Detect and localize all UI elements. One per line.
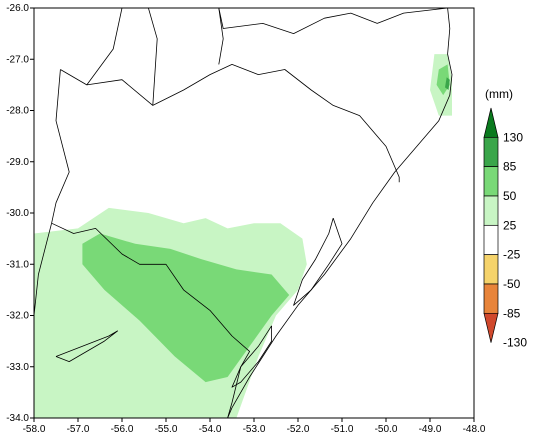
y-tick-label: -32.0 — [6, 311, 29, 322]
x-tick-label: -56.0 — [111, 424, 134, 435]
map-borders — [34, 8, 453, 418]
x-axis: -58.0 -57.0 -56.0 -55.0 -54.0 -53.0 -52.0 -51.0… — [23, 418, 486, 435]
colorbar-level-label: -25 — [503, 248, 521, 262]
x-tick-label: -57.0 — [67, 424, 90, 435]
border-argentina-uruguay — [34, 223, 52, 316]
colorbar-bottom-triangle — [483, 312, 499, 343]
colorbar-segment — [483, 283, 499, 314]
colorbar-level-label: 50 — [503, 189, 517, 203]
x-tick-label: -54.0 — [199, 424, 222, 435]
colorbar-level-label: 130 — [503, 130, 523, 144]
colorbar-segment — [483, 224, 499, 256]
border-argentina-sc — [218, 8, 224, 65]
y-tick-label: -31.0 — [6, 259, 29, 270]
coastline — [227, 8, 453, 418]
y-tick-label: -29.0 — [6, 157, 29, 168]
x-tick-label: -53.0 — [243, 424, 266, 435]
colorbar-level-label: 85 — [503, 160, 517, 174]
y-tick-label: -26.0 — [6, 3, 29, 14]
colorbar-segment — [483, 195, 499, 226]
map-plot-area: -58.0 -57.0 -56.0 -55.0 -54.0 -53.0 -52.0 -51.0… — [6, 3, 486, 435]
colorbar-level-label: -50 — [503, 277, 521, 291]
border-paraguay — [86, 8, 123, 86]
x-tick-label: -58.0 — [23, 424, 46, 435]
x-tick-label: -55.0 — [155, 424, 178, 435]
y-tick-label: -30.0 — [6, 208, 29, 219]
x-tick-label: -52.0 — [287, 424, 310, 435]
colorbar-top-triangle — [483, 107, 499, 138]
border-pr-sc — [218, 8, 448, 34]
colorbar-level-label: -85 — [503, 306, 521, 320]
colorbar-segment — [483, 166, 499, 197]
y-tick-label: -33.0 — [6, 362, 29, 373]
colorbar-unit: (mm) — [485, 87, 513, 101]
border-corrientes — [148, 8, 158, 106]
x-tick-label: -49.0 — [419, 424, 442, 435]
y-tick-label: -27.0 — [6, 54, 29, 65]
anomaly-area — [82, 233, 290, 383]
x-tick-label: -48.0 — [463, 424, 486, 435]
rio-negro-lake — [55, 330, 118, 363]
y-tick-label: -28.0 — [6, 106, 29, 117]
state-border-sc-rs — [60, 64, 400, 183]
x-tick-label: -50.0 — [375, 424, 398, 435]
anomaly-area — [445, 77, 450, 90]
x-tick-label: -51.0 — [331, 424, 354, 435]
colorbar: (mm) 130 85 50 25 -25 -50 -85 -130 — [483, 87, 527, 350]
border-argentina-rs — [51, 69, 70, 224]
lagoa-dos-patos — [293, 217, 343, 306]
anomaly-areas — [34, 54, 452, 418]
colorbar-level-label: -130 — [503, 336, 527, 350]
y-tick-label: -34.0 — [6, 413, 29, 424]
colorbar-segment — [483, 136, 499, 168]
colorbar-level-label: 25 — [503, 218, 517, 232]
y-axis: -26.0 -27.0 -28.0 -29.0 -30.0 -31.0 -32.0 -33.0… — [6, 3, 34, 424]
colorbar-segment — [483, 254, 499, 285]
lagoa-mirim — [231, 325, 273, 388]
